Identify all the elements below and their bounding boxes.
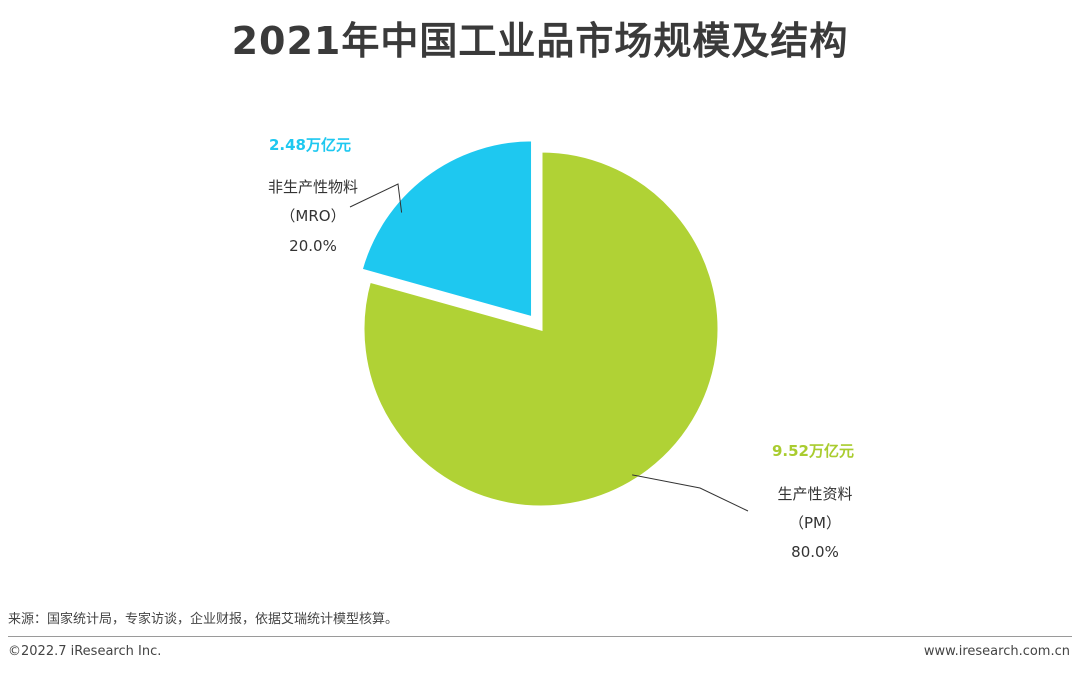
category-label-pm: 生产性资料 <box>777 485 852 503</box>
leader-line-pm <box>632 474 749 512</box>
website-text: www.iresearch.com.cn <box>923 644 1070 659</box>
leader-line-mro <box>349 183 403 213</box>
chart-title: 2021年中国工业品市场规模及结构 <box>231 19 849 63</box>
copyright-text: ©2022.7 iResearch Inc. <box>8 644 162 659</box>
value-label-pm: 9.52万亿元 <box>772 442 854 460</box>
value-label-mro: 2.48万亿元 <box>269 136 351 154</box>
abbr-label-pm: （PM） <box>789 514 841 532</box>
footer-divider <box>8 636 1072 637</box>
pie-slice-mro <box>359 138 535 320</box>
percent-label-mro: 20.0% <box>289 237 337 255</box>
pie-slice-pm <box>361 149 721 509</box>
category-label-mro: 非生产性物料 <box>268 178 358 196</box>
source-note: 来源：国家统计局，专家访谈，企业财报，依据艾瑞统计模型核算。 <box>8 612 399 627</box>
percent-label-pm: 80.0% <box>791 543 839 561</box>
abbr-label-mro: （MRO） <box>280 207 345 225</box>
